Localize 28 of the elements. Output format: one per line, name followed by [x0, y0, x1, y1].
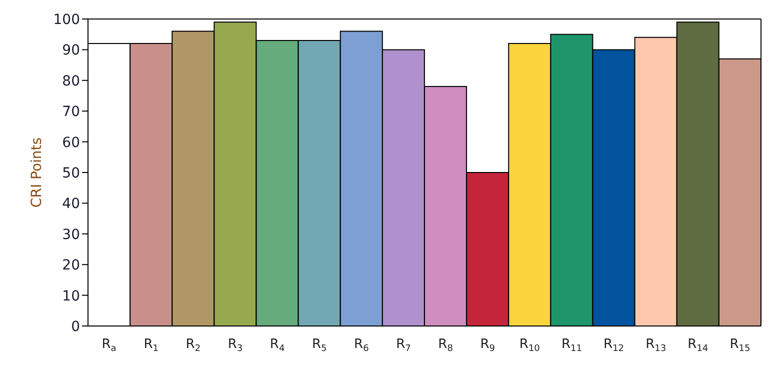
x-tick-label: R$_{2}$: [186, 337, 201, 354]
y-tick-label: 100: [53, 12, 80, 28]
y-tick-label: 60: [62, 134, 80, 151]
x-tick-label: R$_{8}$: [438, 337, 454, 354]
x-tick-label: R$_{5}$: [312, 337, 327, 354]
x-tick-label: R$_{7}$: [396, 337, 411, 354]
x-tick-label: R$_{1}$: [144, 337, 158, 354]
x-tick-label: R$_{3}$: [228, 337, 243, 354]
x-tick-label: R$_{15}$: [730, 337, 750, 354]
y-tick-label: 80: [62, 73, 80, 90]
y-tick-label: 20: [62, 258, 80, 274]
y-tick-label: 0: [71, 318, 80, 335]
x-tick-label: R$_{12}$: [604, 337, 624, 354]
y-tick-label: 90: [62, 42, 80, 59]
y-tick-label: 10: [62, 288, 80, 304]
y-tick-label: 70: [62, 104, 80, 120]
y-tick-label: 50: [62, 165, 80, 182]
y-tick-label: 40: [62, 196, 80, 212]
y-axis-title: CRI Points: [28, 137, 45, 208]
x-tick-label: R$_{10}$: [519, 337, 540, 354]
y-tick-label: 30: [62, 226, 80, 243]
x-tick-label: R$_{4}$: [270, 337, 285, 354]
x-tick-label: R$_{13}$: [646, 337, 666, 354]
x-tick-label: R$_{9}$: [480, 337, 496, 354]
x-tick-label: R$_{14}$: [688, 337, 708, 354]
x-tick-label: R$_{11}$: [561, 337, 582, 354]
x-tick-label: R$_{a}$: [102, 337, 116, 354]
x-tick-label: R$_{6}$: [354, 337, 370, 354]
